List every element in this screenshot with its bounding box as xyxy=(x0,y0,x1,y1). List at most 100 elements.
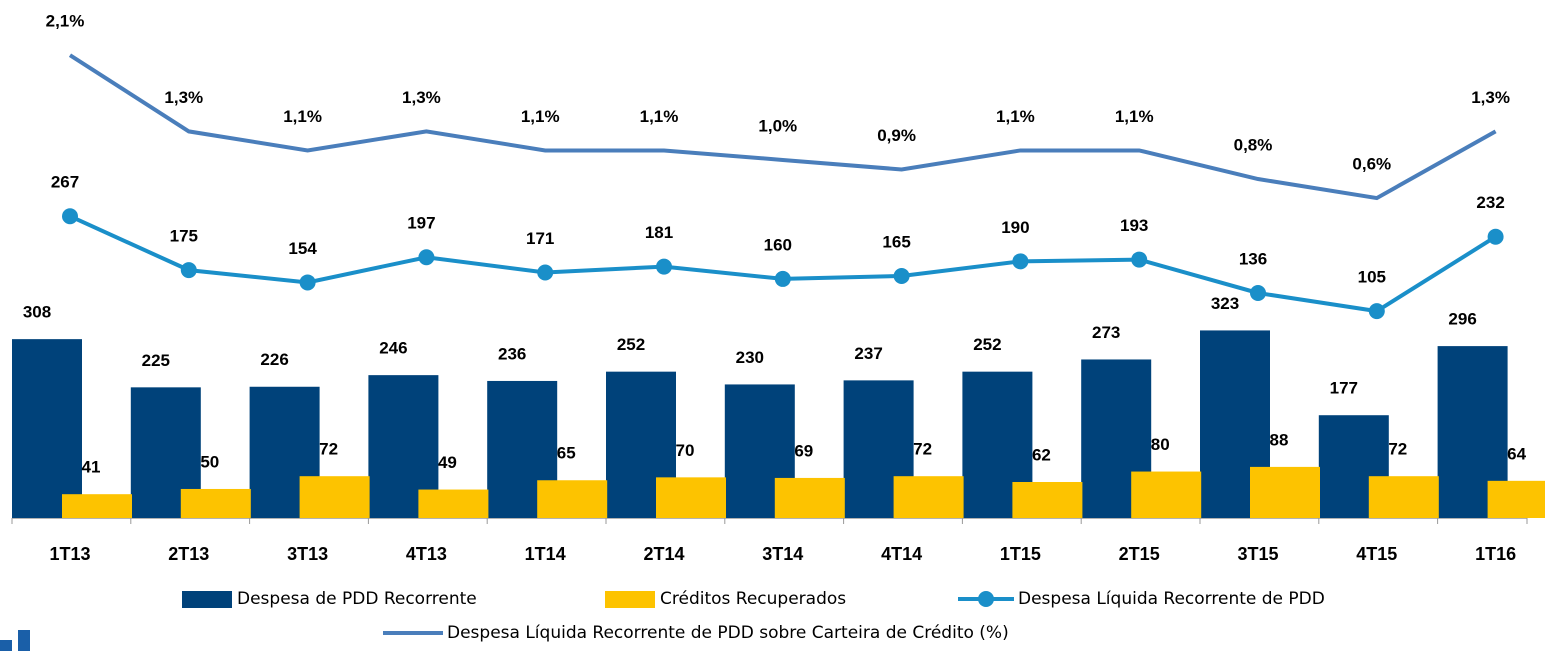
bar xyxy=(1368,476,1439,518)
line-value-label: 197 xyxy=(407,214,435,233)
line-marker xyxy=(656,258,672,275)
x-tick-label: 4T15 xyxy=(1356,544,1397,564)
bar xyxy=(774,477,845,518)
bar xyxy=(1012,481,1083,518)
x-tick-label: 1T13 xyxy=(49,544,90,564)
x-tick-label: 2T14 xyxy=(643,544,684,564)
line-marker xyxy=(418,249,435,266)
bar xyxy=(1131,471,1202,518)
line-marker xyxy=(299,274,316,291)
bar-value-label: 65 xyxy=(557,444,576,463)
bar-value-label: 49 xyxy=(438,453,457,472)
bar-value-label: 323 xyxy=(1211,294,1239,313)
x-tick-label: 1T16 xyxy=(1475,544,1516,564)
x-tick-label: 2T13 xyxy=(168,544,209,564)
bar-value-label: 225 xyxy=(142,351,170,370)
bar-value-label: 72 xyxy=(319,440,338,459)
bar-value-label: 252 xyxy=(973,335,1001,354)
legend-swatch xyxy=(182,591,232,608)
x-tick-label: 1T15 xyxy=(1000,544,1041,564)
line-value-label: 0,8% xyxy=(1234,135,1273,154)
line-value-label: 2,1% xyxy=(46,12,85,31)
line-value-label: 165 xyxy=(882,232,910,251)
line-marker xyxy=(1012,253,1029,270)
bar-value-label: 308 xyxy=(23,303,51,322)
bar xyxy=(1250,466,1320,518)
line-value-label: 0,9% xyxy=(877,126,916,145)
bar xyxy=(1487,480,1545,518)
bar xyxy=(418,489,489,518)
line-value-label: 1,1% xyxy=(640,107,679,126)
x-tick-label: 2T15 xyxy=(1119,544,1160,564)
line-marker xyxy=(1487,228,1504,245)
x-tick-label: 3T13 xyxy=(287,544,328,564)
line-marker xyxy=(537,264,554,281)
bar xyxy=(299,476,370,518)
legend-label: Despesa Líquida Recorrente de PDD xyxy=(1018,589,1325,609)
logo-fragment xyxy=(0,630,30,651)
legend-label: Despesa Líquida Recorrente de PDD sobre … xyxy=(447,623,1009,643)
bar-value-label: 226 xyxy=(260,350,288,369)
line-value-label: 1,3% xyxy=(402,88,441,107)
bar-value-label: 69 xyxy=(794,441,813,460)
x-tick-label: 4T13 xyxy=(406,544,447,564)
bar-value-label: 64 xyxy=(1507,444,1526,463)
legend-swatch xyxy=(605,591,655,608)
legend-marker xyxy=(978,591,994,607)
bar-value-label: 246 xyxy=(379,339,407,358)
x-tick-label: 3T14 xyxy=(762,544,803,564)
line-value-label: 136 xyxy=(1239,249,1267,268)
bar-value-label: 230 xyxy=(736,348,764,367)
line-marker xyxy=(180,262,197,279)
x-tick-label: 1T14 xyxy=(525,544,566,564)
bar xyxy=(893,476,964,518)
line-value-label: 1,1% xyxy=(996,107,1035,126)
bar-value-label: 41 xyxy=(82,458,101,477)
bar-value-label: 273 xyxy=(1092,323,1120,342)
x-tick-label: 4T14 xyxy=(881,544,922,564)
bar-value-label: 296 xyxy=(1448,310,1476,329)
line-value-label: 1,3% xyxy=(164,88,203,107)
bar xyxy=(656,477,726,518)
line-value-label: 1,1% xyxy=(283,107,322,126)
bar xyxy=(537,480,608,518)
bar-value-label: 72 xyxy=(913,440,932,459)
bar-value-label: 237 xyxy=(854,344,882,363)
line-value-label: 175 xyxy=(170,227,198,246)
line-value-label: 181 xyxy=(645,223,673,242)
bar-value-label: 50 xyxy=(200,452,219,471)
line-marker xyxy=(62,208,78,225)
line-marker xyxy=(1250,284,1266,301)
line-value-label: 232 xyxy=(1476,193,1504,212)
line-value-label: 160 xyxy=(764,235,792,254)
line-marker xyxy=(774,270,791,287)
bar-value-label: 62 xyxy=(1032,445,1051,464)
bar xyxy=(180,488,251,518)
line-marker xyxy=(1131,251,1148,268)
line-value-label: 1,1% xyxy=(521,107,560,126)
line-value-label: 1,1% xyxy=(1115,107,1154,126)
line-value-label: 0,6% xyxy=(1352,155,1391,174)
legend-label: Créditos Recuperados xyxy=(660,589,846,609)
bar-value-label: 72 xyxy=(1388,440,1407,459)
bar-value-label: 80 xyxy=(1151,435,1170,454)
line-value-label: 154 xyxy=(288,239,317,258)
line-value-label: 193 xyxy=(1120,216,1148,235)
bar-value-label: 88 xyxy=(1270,430,1289,449)
bar-value-label: 236 xyxy=(498,344,526,363)
bar-value-label: 252 xyxy=(617,335,645,354)
bar xyxy=(12,339,82,518)
line-marker xyxy=(1368,303,1385,320)
line-value-label: 171 xyxy=(526,229,554,248)
line-value-label: 105 xyxy=(1358,268,1386,287)
legend-label: Despesa de PDD Recorrente xyxy=(237,589,477,609)
line-value-label: 1,3% xyxy=(1471,88,1510,107)
line-value-label: 1,0% xyxy=(758,116,797,135)
line-value-label: 190 xyxy=(1001,218,1029,237)
line xyxy=(69,214,1497,314)
line-value-label: 267 xyxy=(51,173,79,192)
x-tick-label: 3T15 xyxy=(1237,544,1278,564)
bar-value-label: 177 xyxy=(1330,379,1358,398)
line xyxy=(68,53,1497,201)
